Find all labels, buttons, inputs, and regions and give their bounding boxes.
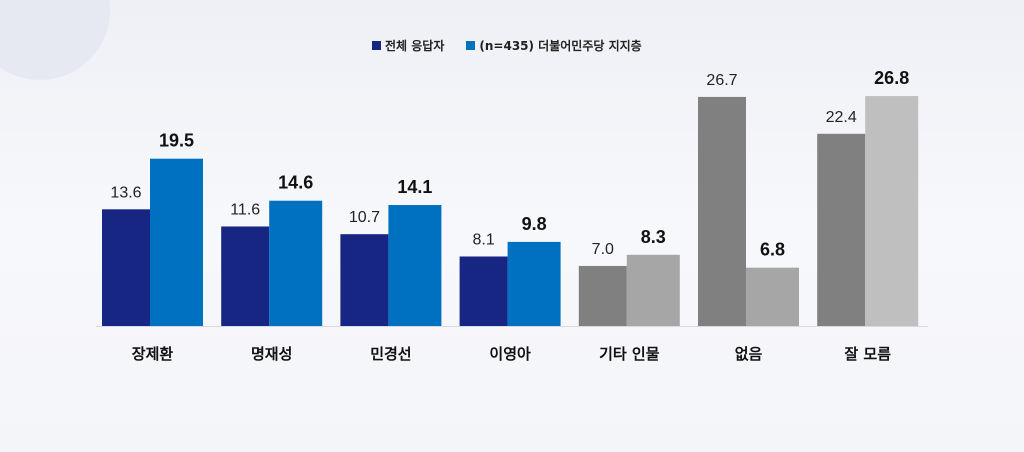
bar-all-respondents bbox=[698, 96, 746, 326]
legend-label: (n=435) 더불어민주당 지지층 bbox=[479, 39, 642, 53]
bar-party-supporters bbox=[388, 205, 442, 326]
data-label-supporters: 6.8 bbox=[760, 240, 785, 260]
category-label: 없음 bbox=[735, 345, 763, 363]
category-label: 잘 모름 bbox=[844, 345, 891, 363]
bar-all-respondents bbox=[459, 256, 508, 326]
bar-party-supporters bbox=[507, 241, 561, 326]
data-label-all: 7.0 bbox=[592, 241, 614, 258]
legend-swatch bbox=[466, 41, 476, 50]
bar-party-supporters bbox=[626, 254, 680, 326]
data-label-all: 26.7 bbox=[706, 72, 737, 89]
category-label: 명재성 bbox=[251, 345, 292, 363]
data-label-all: 11.6 bbox=[230, 201, 260, 218]
bar-all-respondents bbox=[578, 265, 627, 326]
legend-item-all: 전체 응답자 bbox=[372, 37, 444, 54]
bar-all-respondents bbox=[817, 133, 866, 326]
bar-all-respondents bbox=[221, 226, 270, 326]
bar-party-supporters bbox=[150, 158, 203, 326]
category-label: 기타 인물 bbox=[599, 345, 660, 363]
data-label-supporters: 8.3 bbox=[641, 227, 666, 247]
data-label-supporters: 26.8 bbox=[874, 68, 909, 88]
legend: 전체 응답자 (n=435) 더불어민주당 지지층 bbox=[372, 37, 642, 54]
data-label-all: 10.7 bbox=[349, 209, 380, 226]
category-label: 민경선 bbox=[370, 345, 411, 363]
legend-swatch bbox=[372, 41, 381, 50]
data-label-supporters: 14.1 bbox=[397, 177, 432, 197]
data-label-all: 22.4 bbox=[826, 109, 857, 126]
data-label-all: 13.6 bbox=[110, 184, 141, 201]
bar-all-respondents bbox=[340, 234, 389, 326]
data-label-supporters: 19.5 bbox=[159, 131, 194, 151]
category-label: 장제환 bbox=[132, 345, 174, 363]
data-label-all: 8.1 bbox=[472, 232, 494, 249]
bar-party-supporters bbox=[746, 267, 799, 326]
bar-party-supporters bbox=[865, 96, 919, 326]
data-label-supporters: 14.6 bbox=[278, 173, 313, 193]
category-label: 이영아 bbox=[489, 345, 531, 363]
bar-all-respondents bbox=[102, 209, 150, 326]
bar-party-supporters bbox=[269, 200, 323, 326]
legend-label: 전체 응답자 bbox=[385, 39, 445, 53]
data-label-supporters: 9.8 bbox=[522, 214, 547, 234]
legend-item-supporters: (n=435) 더불어민주당 지지층 bbox=[466, 37, 642, 54]
